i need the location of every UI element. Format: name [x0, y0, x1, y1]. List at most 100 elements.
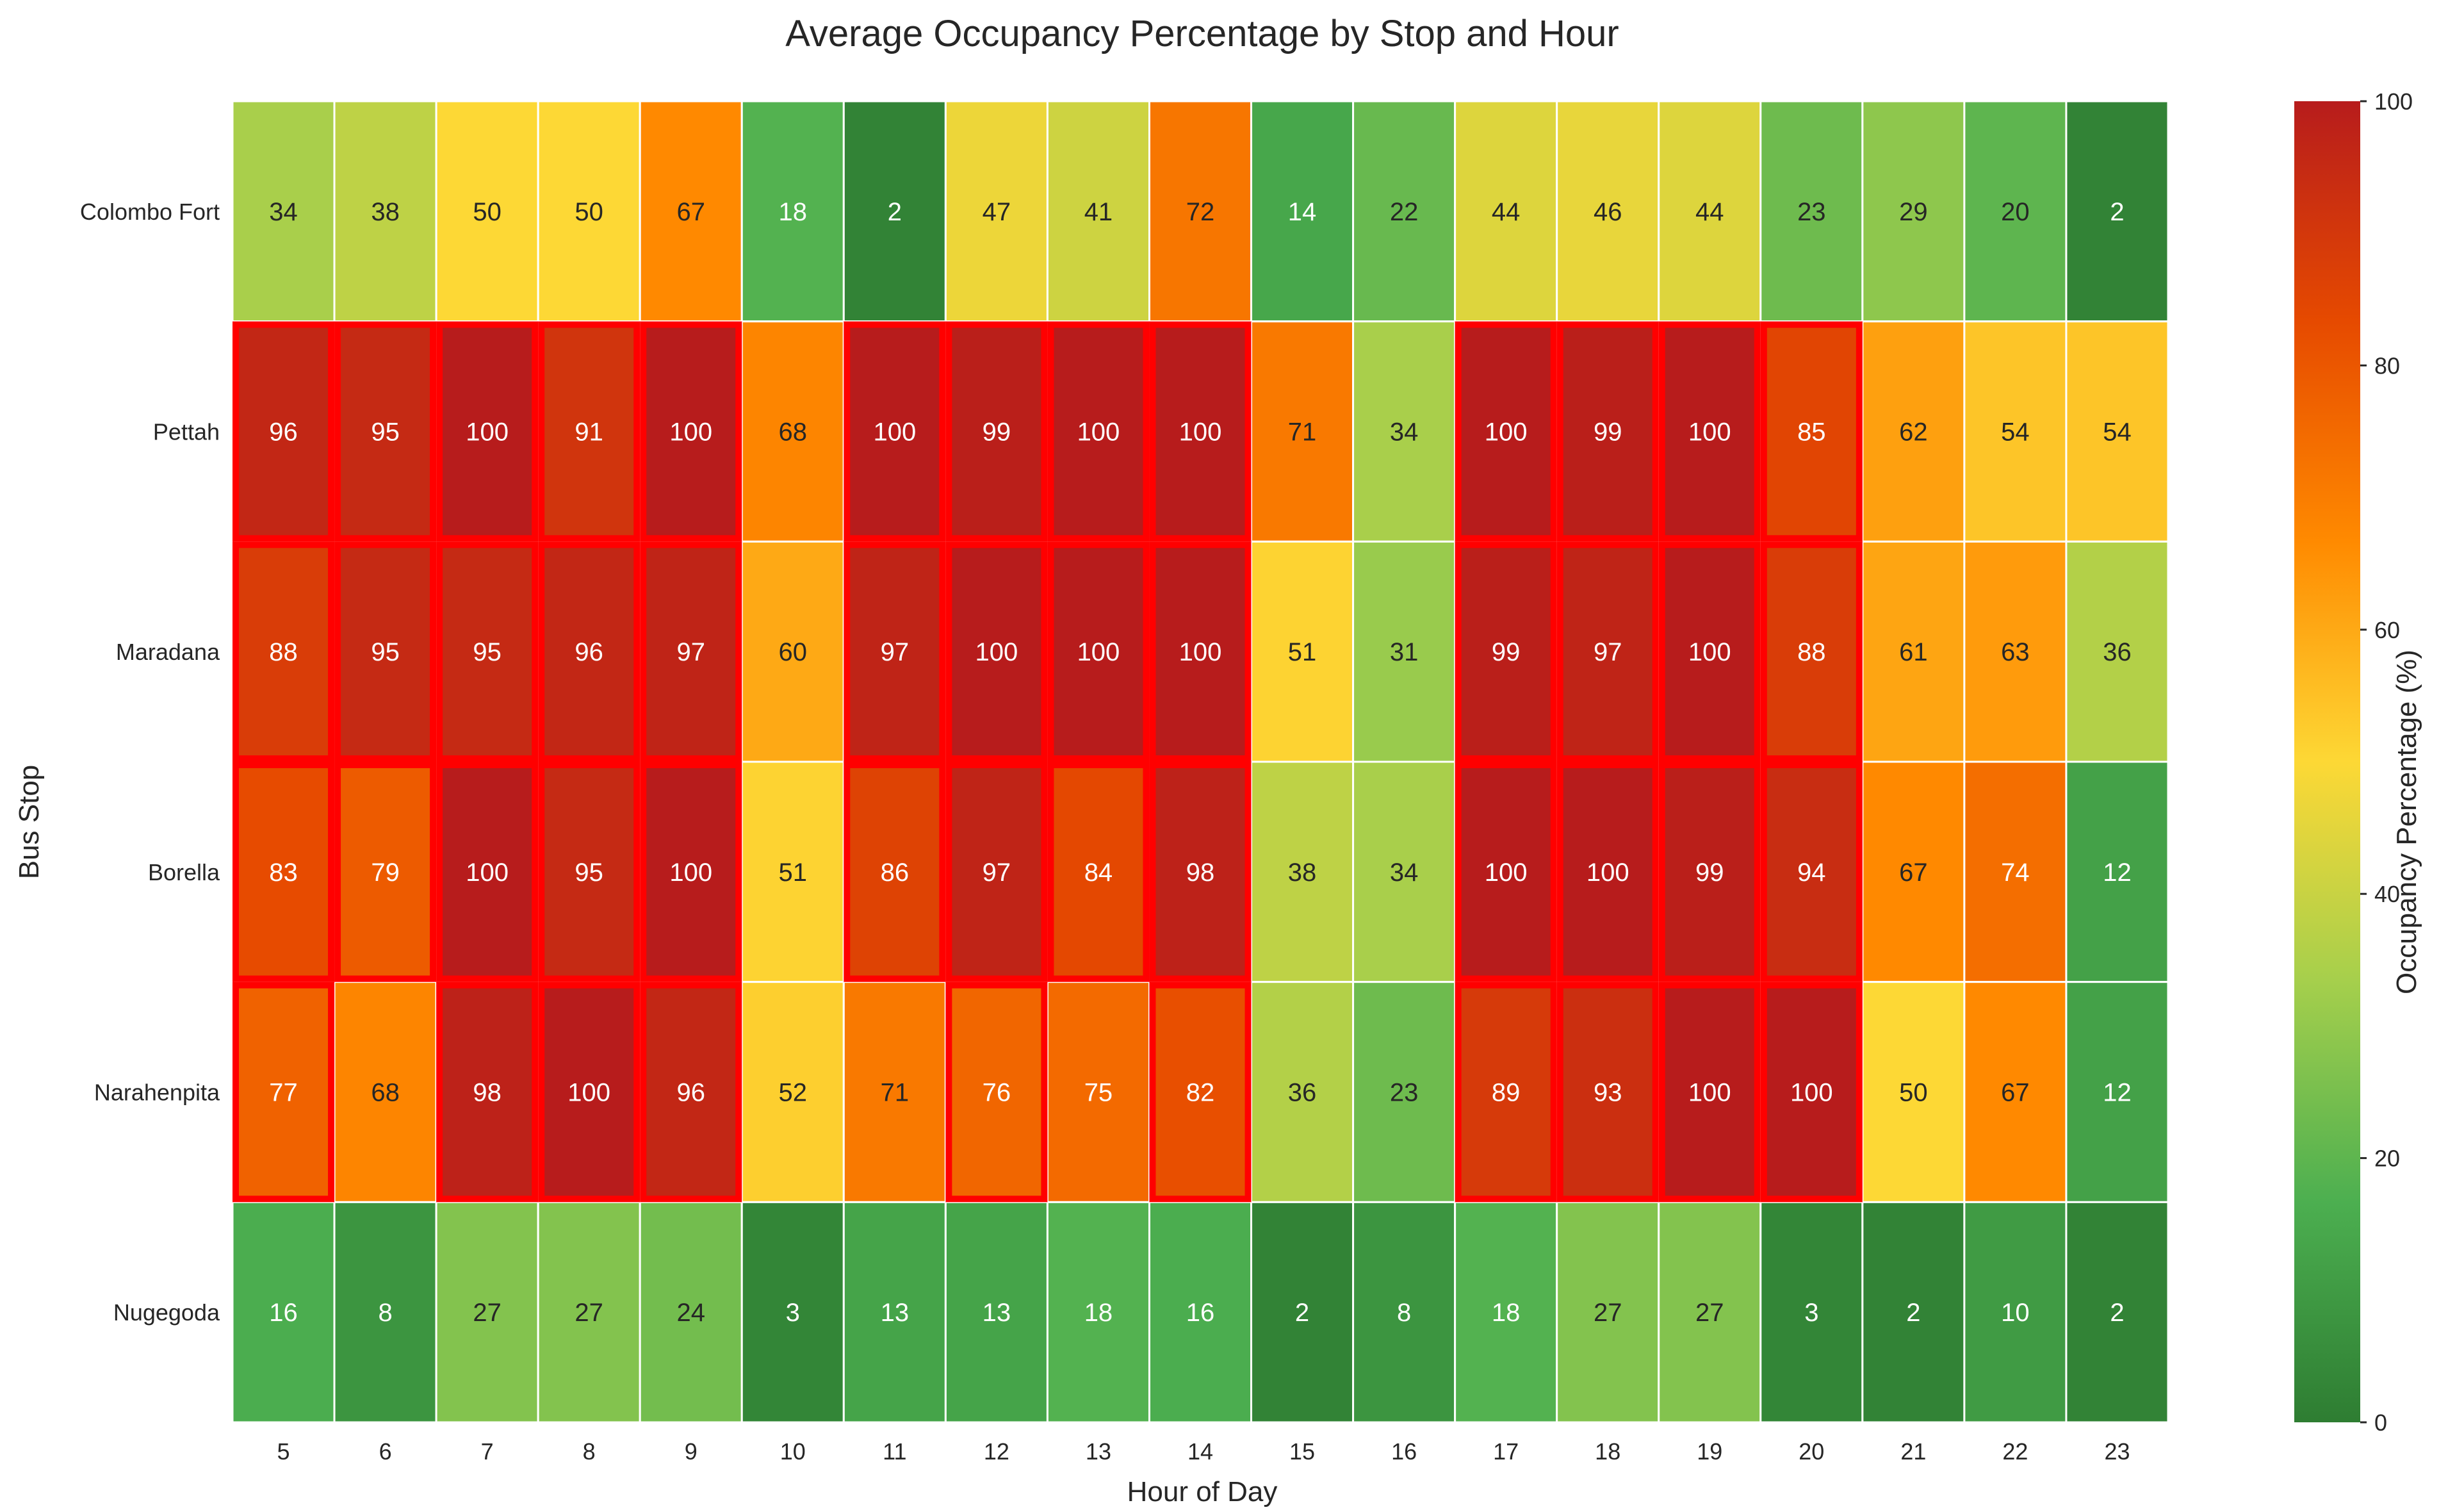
- heatmap-cell: [333, 760, 437, 983]
- cell-value-label: 12: [2103, 859, 2132, 887]
- cell-value-label: 36: [2103, 638, 2132, 666]
- heatmap-cell: [740, 100, 845, 323]
- x-tick-label: 14: [1187, 1438, 1213, 1465]
- heatmap-cell: [842, 760, 947, 983]
- cell-value-label: 97: [1594, 638, 1622, 666]
- highlight-border: [640, 541, 742, 762]
- cell-value-label: 23: [1797, 198, 1826, 226]
- cell-value-label: 36: [1288, 1079, 1317, 1107]
- x-tick-label: 10: [780, 1438, 806, 1465]
- heatmap-cell: [1759, 320, 1864, 543]
- cell-value-label: 71: [881, 1079, 910, 1107]
- heatmap-cell: [1148, 100, 1253, 323]
- highlight-border: [538, 541, 640, 762]
- cell-value-label: 95: [473, 638, 502, 666]
- x-tick-label: 16: [1391, 1438, 1417, 1465]
- x-axis-label: Hour of Day: [1127, 1476, 1278, 1508]
- heatmap-cell: [1861, 540, 1966, 763]
- highlight-border: [1658, 982, 1761, 1203]
- x-tick-label: 15: [1289, 1438, 1315, 1465]
- heatmap-cell: [1250, 760, 1355, 983]
- cell-value-label: 79: [371, 859, 400, 887]
- highlight-border: [1760, 541, 1863, 762]
- cell-value-label: 44: [1492, 198, 1521, 226]
- heatmap-cells: [231, 100, 2169, 1424]
- heatmap-cell: [740, 981, 845, 1203]
- x-tick-label: 19: [1697, 1438, 1722, 1465]
- cell-value-label: 18: [779, 198, 808, 226]
- colorbar-tick-label: 80: [2374, 352, 2400, 379]
- cell-value-label: 96: [269, 418, 298, 447]
- heatmap-cell: [537, 540, 641, 763]
- highlight-border: [640, 321, 742, 542]
- cell-value-label: 100: [1790, 1079, 1833, 1107]
- highlight-border: [1658, 541, 1761, 762]
- cell-value-label: 2: [2110, 198, 2124, 226]
- heatmap-cell: [1963, 1201, 2068, 1424]
- heatmap-cell: [1250, 981, 1355, 1203]
- cell-value-label: 88: [269, 638, 298, 666]
- highlight-border: [1149, 541, 1252, 762]
- cell-value-label: 99: [1492, 638, 1521, 666]
- colorbar-tick-label: 100: [2374, 88, 2413, 115]
- cell-values: 34 38 50 50 67 18 2 47 41 72 14 22 44 46 44 23 29 20 296 95…: [269, 198, 2131, 1327]
- highlight-border: [945, 762, 1048, 982]
- highlight-borders: [233, 321, 1863, 1203]
- heatmap-cell: [1046, 981, 1150, 1203]
- highlight-border: [945, 541, 1048, 762]
- heatmap-cell: [1352, 981, 1456, 1203]
- cell-value-label: 100: [466, 418, 509, 447]
- highlight-border: [233, 982, 335, 1203]
- highlight-border: [436, 762, 539, 982]
- heatmap-cell: [1148, 1201, 1253, 1424]
- heatmap-cell: [537, 100, 641, 323]
- cell-value-label: 100: [567, 1079, 610, 1107]
- cell-value-label: 94: [1797, 859, 1826, 887]
- highlight-border: [1760, 762, 1863, 982]
- cell-value-label: 8: [1397, 1299, 1411, 1327]
- heatmap-cell: [1148, 320, 1253, 543]
- cell-value-label: 27: [473, 1299, 502, 1327]
- highlight-border: [334, 541, 437, 762]
- highlight-border: [1047, 541, 1150, 762]
- cell-value-label: 12: [2103, 1079, 2132, 1107]
- heatmap-cell: [1556, 100, 1660, 323]
- heatmap-cell: [231, 981, 336, 1203]
- heatmap-cell: [2065, 100, 2169, 323]
- cell-value-label: 44: [1695, 198, 1724, 226]
- cell-value-label: 96: [575, 638, 603, 666]
- cell-value-label: 13: [881, 1299, 910, 1327]
- heatmap-cell: [1963, 320, 2068, 543]
- y-tick-label: Borella: [148, 859, 220, 885]
- cell-value-label: 100: [1688, 1079, 1731, 1107]
- heatmap-cell: [1046, 1201, 1150, 1424]
- cell-value-label: 68: [371, 1079, 400, 1107]
- cell-value-label: 50: [473, 198, 502, 226]
- heatmap-cell: [1759, 981, 1864, 1203]
- heatmap-cell: [1046, 320, 1150, 543]
- cell-value-label: 95: [371, 418, 400, 447]
- cell-value-label: 99: [983, 418, 1011, 447]
- cell-value-label: 2: [888, 198, 902, 226]
- colorbar-gradient: [2294, 101, 2360, 1422]
- heatmap-cell: [639, 100, 743, 323]
- heatmap-cell: [435, 320, 539, 543]
- heatmap-cell: [435, 1201, 539, 1424]
- heatmap-cell: [1759, 100, 1864, 323]
- highlight-border: [844, 321, 946, 542]
- heatmap-cell: [1658, 1201, 1762, 1424]
- heatmap-cell: [740, 320, 845, 543]
- highlight-border: [1047, 762, 1150, 982]
- heatmap-cell: [1454, 981, 1558, 1203]
- heatmap-cell: [944, 981, 1048, 1203]
- cell-value-label: 100: [1485, 418, 1528, 447]
- cell-value-label: 54: [2103, 418, 2132, 447]
- cell-value-label: 71: [1288, 418, 1317, 447]
- x-tick-label: 23: [2104, 1438, 2130, 1465]
- cell-value-label: 96: [676, 1079, 705, 1107]
- cell-value-label: 77: [269, 1079, 298, 1107]
- y-axis-label: Bus Stop: [13, 765, 45, 880]
- heatmap-cell: [1148, 760, 1253, 983]
- cell-value-label: 18: [1492, 1299, 1521, 1327]
- heatmap-cell: [1861, 320, 1966, 543]
